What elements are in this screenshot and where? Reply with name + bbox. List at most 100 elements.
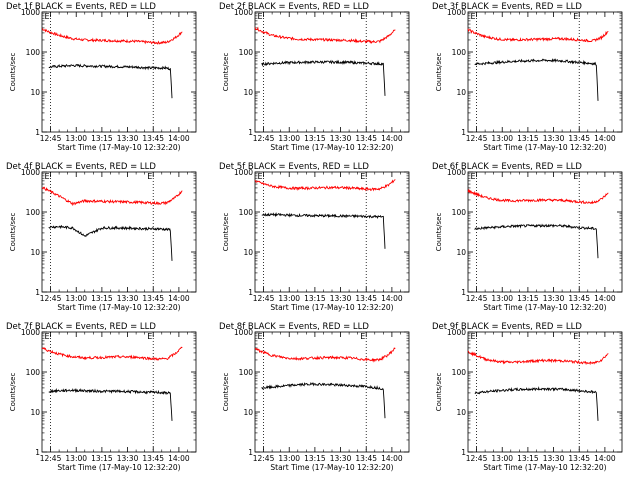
y-tick-label: 1000 [21,168,40,177]
x-tick-label: 13:45 [142,134,164,143]
chart-title: Det 8f BLACK = Events, RED = LLD [219,322,369,332]
detector-panel: Det 6f BLACK = Events, RED = LLD E E 1 10 100… [426,160,636,320]
x-axis-label: Start Time (17-May-10 12:32:20) [483,463,606,472]
x-tick-label: 13:30 [543,294,565,303]
plot-frame [254,11,410,133]
event-marker-label: E [45,332,50,341]
lld-series-line [41,346,183,361]
x-axis-label: Start Time (17-May-10 12:32:20) [483,303,606,312]
y-tick-label: 10 [456,88,466,97]
chart-title: Det 9f BLACK = Events, RED = LLD [432,322,582,332]
y-axis-label: Counts/sec [9,213,17,252]
y-tick-label: 1000 [234,8,253,17]
y-tick-label: 1 [248,128,253,137]
x-tick-label: 12:45 [40,454,62,463]
x-tick-label: 13:00 [65,134,87,143]
x-tick-label: 12:45 [466,134,488,143]
event-marker-label: E [45,172,50,181]
y-tick-label: 1 [248,448,253,457]
x-tick-label: 13:30 [330,134,352,143]
events-series-line [261,59,386,96]
detector-panel: Det 5f BLACK = Events, RED = LLD E E 1 10 100… [213,160,423,320]
y-tick-label: 1 [461,288,466,297]
event-marker-label: E [258,12,263,21]
y-axis-label: Counts/sec [222,53,230,92]
chart-title: Det 2f BLACK = Events, RED = LLD [219,2,369,12]
plot-frame [41,11,197,133]
x-tick-label: 13:30 [330,294,352,303]
x-tick-label: 13:15 [304,134,326,143]
lld-series-line [254,347,396,363]
y-axis-label: Counts/sec [222,213,230,252]
y-tick-label: 1 [248,288,253,297]
y-tick-label: 100 [26,208,41,217]
x-tick-label: 13:15 [304,454,326,463]
x-tick-label: 13:45 [568,454,590,463]
x-tick-label: 14:00 [381,134,403,143]
plot-frame [254,331,410,453]
event-marker-label: E [360,172,365,181]
y-tick-label: 10 [456,248,466,257]
y-tick-label: 10 [456,408,466,417]
y-tick-label: 1000 [21,8,40,17]
x-tick-label: 13:00 [65,294,87,303]
y-tick-label: 1000 [234,168,253,177]
event-marker-label: E [147,332,152,341]
y-tick-label: 100 [26,368,41,377]
events-series-line [474,58,599,101]
x-tick-label: 13:00 [491,454,513,463]
event-marker-label: E [147,12,152,21]
x-tick-label: 13:00 [278,294,300,303]
event-marker-label: E [360,332,365,341]
chart-title: Det 6f BLACK = Events, RED = LLD [432,162,582,172]
y-tick-label: 100 [239,208,254,217]
y-tick-label: 1 [461,128,466,137]
x-tick-label: 14:00 [168,454,190,463]
y-tick-label: 10 [243,408,253,417]
lld-series-line [467,350,609,366]
y-axis-label: Counts/sec [222,373,230,412]
x-tick-label: 13:45 [142,454,164,463]
x-tick-label: 13:30 [543,454,565,463]
y-tick-label: 1000 [21,328,40,337]
x-tick-label: 13:45 [568,134,590,143]
x-tick-label: 14:00 [594,454,616,463]
chart-title: Det 7f BLACK = Events, RED = LLD [6,322,156,332]
y-tick-label: 1000 [447,328,466,337]
y-tick-label: 100 [452,368,467,377]
event-marker-label: E [573,332,578,341]
event-marker-label: E [573,12,578,21]
detector-panel: Det 3f BLACK = Events, RED = LLD E E 1 10 100… [426,0,636,160]
x-tick-label: 13:30 [117,134,139,143]
chart-title: Det 4f BLACK = Events, RED = LLD [6,162,156,172]
y-tick-label: 100 [452,48,467,57]
x-tick-label: 13:15 [91,454,113,463]
y-tick-label: 10 [243,248,253,257]
events-series-line [48,224,173,261]
y-tick-label: 10 [30,408,40,417]
y-tick-label: 1 [35,448,40,457]
x-tick-label: 13:45 [355,294,377,303]
event-marker-label: E [471,12,476,21]
x-tick-label: 13:45 [355,134,377,143]
x-tick-label: 13:30 [117,454,139,463]
x-axis-label: Start Time (17-May-10 12:32:20) [483,143,606,152]
y-tick-label: 100 [452,208,467,217]
detector-panel: Det 4f BLACK = Events, RED = LLD E E 1 10 100… [0,160,210,320]
y-tick-label: 10 [30,88,40,97]
x-tick-label: 12:45 [40,134,62,143]
x-tick-label: 14:00 [168,294,190,303]
x-tick-label: 12:45 [253,134,275,143]
plot-frame [41,171,197,293]
events-series-line [48,63,173,99]
y-tick-label: 1 [35,288,40,297]
lld-series-line [41,28,183,45]
lld-series-line [254,179,396,192]
y-tick-label: 1000 [447,8,466,17]
